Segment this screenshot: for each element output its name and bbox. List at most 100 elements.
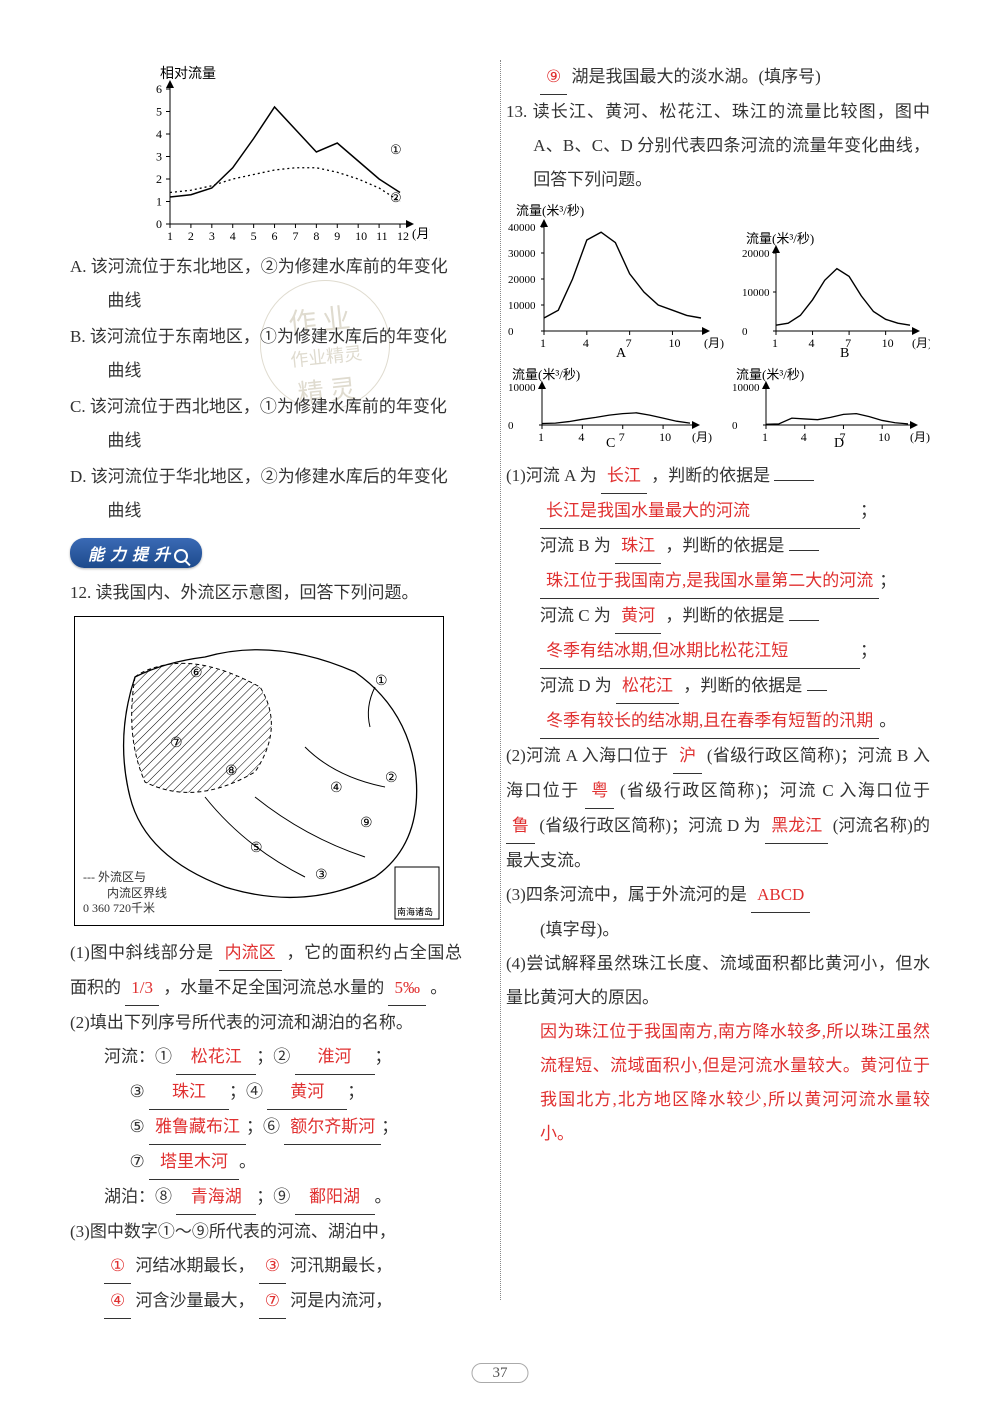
ans-dd: 黑龙江	[765, 809, 828, 844]
chart1-label2: ②	[390, 190, 402, 205]
svg-text:5: 5	[251, 229, 257, 243]
svg-text:0: 0	[742, 326, 748, 338]
option-c: C. 该河流位于西北地区，①为修建水库前的年变化曲线	[70, 390, 462, 458]
svg-text:⑦: ⑦	[170, 736, 183, 751]
svg-text:3: 3	[156, 150, 162, 164]
ans-lake-9: 鄱阳湖	[295, 1180, 375, 1215]
svg-text:(月): (月)	[910, 430, 930, 444]
svg-text:7: 7	[626, 336, 632, 350]
ans-c-name: 黄河	[615, 599, 661, 634]
ans-c-reason: 冬季有结冰期,但冰期比松花江短	[540, 634, 860, 669]
rivers-line2: ③ 珠江；④ 黄河；	[70, 1075, 462, 1110]
svg-text:1: 1	[538, 430, 544, 444]
ability-badge-text: 能力提升	[88, 547, 176, 564]
rivers-line4: ⑦ 塔里木河。	[70, 1145, 462, 1180]
ans-q12-3-3: ④	[104, 1284, 131, 1319]
svg-text:20000: 20000	[508, 274, 536, 286]
ans-q12-1-3: 5‰	[388, 971, 426, 1006]
q13-2: (2)河流 A 入海口位于 沪 (省级行政区简称)；河流 B 入海口位于 粤 (…	[506, 739, 930, 878]
svg-text:④: ④	[330, 781, 343, 796]
svg-text:4: 4	[809, 336, 815, 350]
svg-text:0: 0	[508, 326, 514, 338]
svg-text:1: 1	[772, 336, 778, 350]
option-a: A. 该河流位于东北地区，②为修建水库前的年变化曲线	[70, 250, 462, 318]
q12-3: (3)图中数字①～⑨所代表的河流、湖泊中，	[70, 1215, 462, 1249]
chart-b-ylabel: 流量(米³/秒)	[746, 231, 814, 246]
q12-2-head: (2)填出下列序号所代表的河流和湖泊的名称。	[70, 1006, 462, 1040]
svg-text:1: 1	[540, 336, 546, 350]
q13-1: (1)河流 A 为 长江 ，判断的依据是	[506, 459, 930, 494]
svg-text:30000: 30000	[508, 248, 536, 260]
svg-text:4: 4	[578, 430, 584, 444]
q13-3: (3)四条河流中，属于外流河的是 ABCD	[506, 878, 930, 913]
svg-text:10000: 10000	[508, 382, 536, 394]
svg-text:1: 1	[762, 430, 768, 444]
option-b: B. 该河流位于东南地区，①为修建水库后的年变化曲线	[70, 320, 462, 388]
ans-aa: 沪	[673, 739, 702, 774]
magnifier-icon	[174, 549, 188, 563]
chart-c-label: C	[606, 436, 615, 451]
svg-text:5: 5	[156, 105, 162, 119]
ans-river-2: 淮河	[295, 1040, 375, 1075]
legend-scale: 0 360 720千米	[83, 901, 167, 917]
q13-1-c: 河流 C 为 黄河 ，判断的依据是	[506, 599, 930, 634]
svg-text:4: 4	[230, 229, 236, 243]
rivers-line3: ⑤ 雅鲁藏布江；⑥ 额尔齐斯河；	[70, 1110, 462, 1145]
map-legend: --- 外流区与 内流区界线 0 360 720千米	[83, 870, 167, 917]
q13-stem: 13. 读长江、黄河、松花江、珠江的流量比较图，图中 A、B、C、D 分别代表四…	[506, 95, 930, 197]
ans-river-7: 塔里木河	[149, 1145, 239, 1180]
ans-cont: ⑨	[540, 60, 567, 95]
ans-cc: 鲁	[506, 809, 535, 844]
option-b-text: 该河流位于东南地区，①为修建水库后的年变化曲线	[90, 327, 447, 380]
svg-text:2: 2	[156, 172, 162, 186]
svg-text:0: 0	[732, 420, 738, 432]
q12-1: (1)图中斜线部分是 内流区 ，它的面积约占全国总面积的 1/3 ，水量不足全国…	[70, 936, 462, 1006]
chart-d: 流量(米³/秒) 010000 14710 (月) D	[730, 365, 930, 455]
ans-a-reason: 长江是我国水量最大的河流	[540, 494, 860, 529]
q12-3-line3: ④ 河含沙量最大， ⑦ 河是内流河，	[70, 1284, 462, 1319]
ans-lake-8: 青海湖	[176, 1180, 256, 1215]
svg-text:(月): (月)	[704, 336, 724, 350]
relative-flow-chart: 相对流量 0123456 123456789101112 (月) ① ②	[130, 64, 462, 244]
svg-text:6: 6	[156, 82, 162, 96]
page-number-text: 37	[472, 1363, 529, 1383]
china-map: ① ② ③ ④ ⑤ ⑥ ⑦ ⑧ ⑨ 南海诸岛 --- 外流区与 内流区界线 0 …	[74, 616, 444, 926]
svg-text:10: 10	[355, 229, 367, 243]
option-a-text: 该河流位于东北地区，②为修建水库前的年变化曲线	[91, 257, 448, 310]
svg-text:⑨: ⑨	[360, 816, 373, 831]
ans-b-reason: 珠江位于我国南方,是我国水量第二大的河流	[540, 564, 879, 599]
svg-text:10: 10	[668, 336, 680, 350]
svg-text:10: 10	[878, 430, 890, 444]
q13-1-reason-b: 珠江位于我国南方,是我国水量第二大的河流；	[506, 564, 930, 599]
svg-text:①: ①	[375, 674, 388, 689]
q13-1-reason-c: 冬季有结冰期,但冰期比松花江短；	[506, 634, 930, 669]
map-inset-label: 南海诸岛	[397, 906, 433, 917]
chart-b: 流量(米³/秒) 01000020000 14710 (月) B	[740, 201, 930, 361]
svg-text:⑤: ⑤	[250, 841, 263, 856]
ans-q12-3-1: ①	[104, 1249, 131, 1284]
ans-q12-1-1: 内流区	[219, 936, 282, 971]
svg-text:6: 6	[272, 229, 278, 243]
q13-4: (4)尝试解释虽然珠江长度、流域面积都比黄河小，但水量比黄河大的原因。	[506, 947, 930, 1015]
svg-text:⑧: ⑧	[225, 764, 238, 779]
option-d: D. 该河流位于华北地区，②为修建水库后的年变化曲线	[70, 460, 462, 528]
ans-q12-3-2: ③	[259, 1249, 286, 1284]
svg-text:10: 10	[882, 336, 894, 350]
svg-text:4: 4	[583, 336, 589, 350]
legend-line1: --- 外流区与	[83, 870, 167, 886]
svg-text:②: ②	[385, 771, 398, 786]
q13-1-reason-d: 冬季有较长的结冰期,且在春季有短暂的汛期。	[506, 704, 930, 739]
ans-a-name: 长江	[601, 459, 647, 494]
chart1-label1: ①	[390, 142, 402, 157]
svg-text:10000: 10000	[508, 300, 536, 312]
chart1-xlabel: (月)	[412, 226, 430, 241]
q13-1-d: 河流 D 为 松花江 ，判断的依据是	[506, 669, 930, 704]
option-d-text: 该河流位于华北地区，②为修建水库后的年变化曲线	[91, 467, 448, 520]
ans-bb: 粤	[585, 774, 614, 809]
ans-river-5: 雅鲁藏布江	[149, 1110, 246, 1145]
ans-river-6: 额尔齐斯河	[284, 1110, 381, 1145]
ans-q12-1-2: 1/3	[125, 971, 159, 1006]
ans-q12-3-4: ⑦	[259, 1284, 286, 1319]
svg-text:4: 4	[156, 127, 162, 141]
left-column: 相对流量 0123456 123456789101112 (月) ① ② A. …	[70, 60, 474, 1300]
